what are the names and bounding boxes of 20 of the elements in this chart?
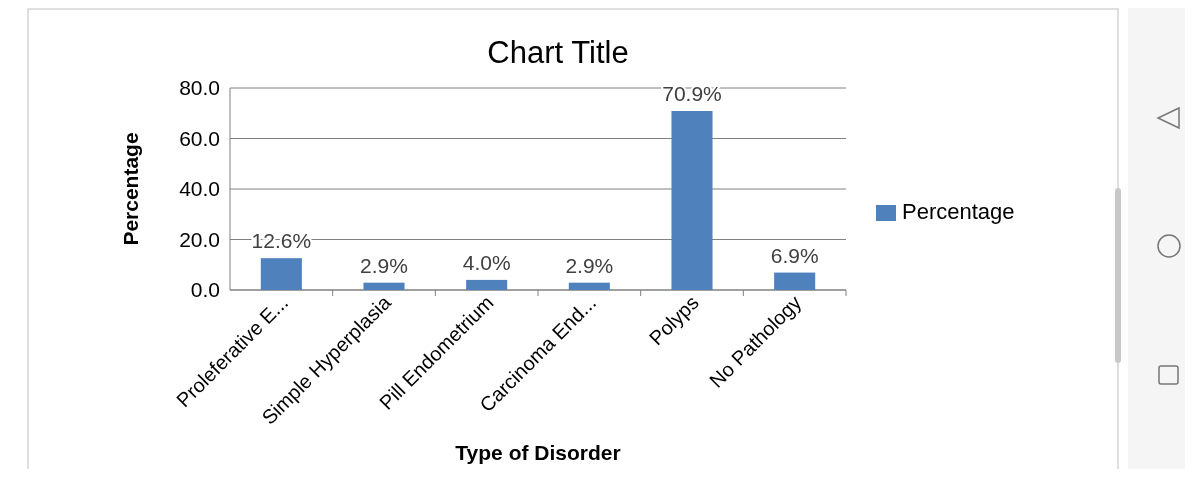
bar: [260, 258, 302, 290]
data-label: 70.9%: [662, 81, 722, 105]
data-label: 6.9%: [770, 243, 819, 267]
y-tick-label: 0.0: [190, 278, 220, 301]
bar: [774, 272, 816, 290]
y-axis-title: Percentage: [119, 132, 142, 246]
data-label: 2.9%: [565, 253, 614, 277]
data-label: 4.0%: [462, 250, 511, 274]
legend-label: Percentage: [902, 199, 1015, 224]
chart-title: Chart Title: [487, 35, 629, 70]
y-tick-label: 40.0: [179, 177, 220, 200]
bar: [568, 282, 610, 290]
y-tick-label: 20.0: [179, 227, 220, 251]
y-tick-label: 60.0: [179, 126, 220, 150]
y-tick-label: 80.0: [179, 76, 220, 99]
bar: [363, 282, 405, 290]
bar: [466, 279, 508, 290]
data-label: 2.9%: [360, 253, 408, 277]
bar: [671, 110, 713, 290]
x-axis-title: Type of Disorder: [455, 441, 621, 464]
